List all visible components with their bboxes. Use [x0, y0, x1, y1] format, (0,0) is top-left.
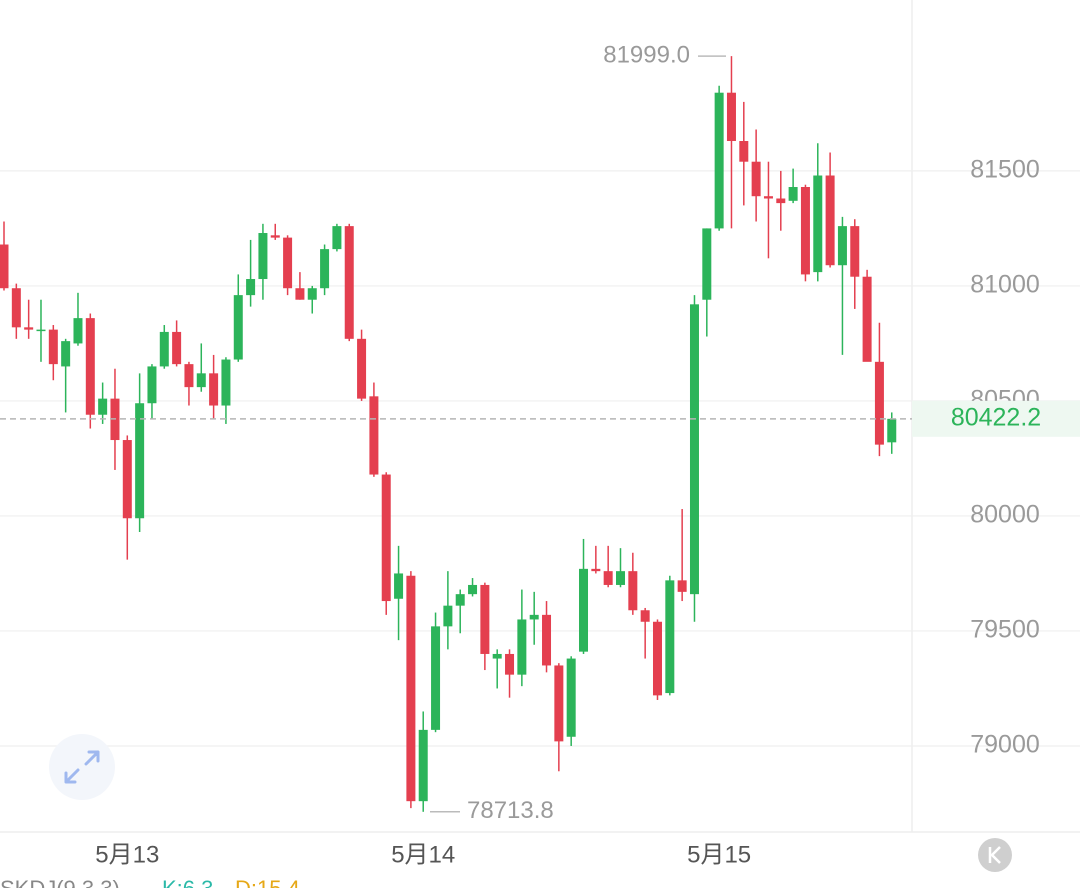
last-price-bg: [912, 400, 1080, 437]
candle-body: [270, 235, 280, 238]
candle-body: [320, 249, 330, 289]
candle-body: [837, 226, 847, 266]
candle-body: [24, 327, 34, 330]
candle-body: [135, 403, 145, 519]
candle-body: [307, 288, 317, 300]
x-tick-label: 5月15: [687, 841, 751, 868]
candle-body: [283, 237, 293, 289]
candle-body: [652, 621, 662, 696]
candle-body: [85, 318, 95, 415]
k-button-bg[interactable]: [978, 838, 1012, 872]
k-icon: [988, 846, 1001, 864]
candle-body: [394, 573, 404, 599]
candle-body: [246, 279, 256, 296]
y-tick-label: 81000: [970, 271, 1040, 299]
candle-body: [776, 198, 786, 204]
candle-body: [542, 614, 552, 666]
expand-bg[interactable]: [49, 734, 115, 800]
candle-body: [628, 571, 638, 611]
candle-body: [468, 584, 478, 595]
candle-body: [418, 729, 428, 802]
y-tick-label: 80000: [970, 501, 1040, 529]
expand-icon: [64, 750, 100, 784]
candle-body: [455, 594, 465, 606]
last-price-label: 80422.2: [951, 403, 1041, 431]
candle-body: [763, 196, 773, 199]
candle-body: [344, 226, 354, 339]
candle-body: [492, 653, 502, 659]
candle-body: [800, 187, 810, 275]
candle-body: [295, 288, 305, 300]
candle-body: [406, 575, 416, 802]
expand-button[interactable]: [49, 734, 115, 800]
candle-body: [689, 304, 699, 595]
candle-body: [332, 226, 342, 250]
candle-body: [862, 276, 872, 362]
candle-body: [209, 373, 219, 406]
candle-body: [591, 568, 601, 572]
candle-body: [665, 580, 675, 694]
candle-body: [443, 605, 453, 627]
candle-body: [431, 626, 441, 730]
candle-body: [172, 331, 182, 365]
candle-body: [221, 359, 231, 406]
candle-body: [147, 366, 157, 404]
candle-body: [813, 175, 823, 273]
candle-body: [517, 619, 527, 675]
candle-body: [677, 580, 687, 592]
candle-body: [480, 584, 490, 654]
candle-body: [616, 571, 625, 585]
candle-body: [714, 92, 724, 229]
candle-body: [788, 187, 798, 201]
candle-body: [0, 244, 9, 289]
candle-body: [369, 396, 379, 475]
candle-body: [702, 228, 712, 300]
candle-body: [258, 233, 268, 280]
candle-body: [825, 175, 835, 266]
candle-body: [381, 474, 391, 602]
y-tick-label: 79500: [970, 616, 1040, 644]
max-label: 81999.0: [603, 41, 690, 68]
candle-body: [505, 653, 515, 675]
candle-body: [61, 341, 71, 367]
candle-body: [196, 373, 206, 388]
candle-body: [36, 329, 46, 332]
candle-body: [184, 364, 194, 388]
candle-body: [850, 226, 860, 277]
candle-body: [122, 440, 132, 519]
y-tick-label: 81500: [970, 156, 1040, 184]
x-tick-label: 5月14: [391, 841, 455, 868]
indicator-k: K:6.3: [162, 876, 213, 888]
candle-body: [48, 329, 58, 365]
candle-body: [603, 571, 613, 585]
candle-body: [726, 92, 736, 142]
candle-body: [73, 318, 83, 344]
x-tick-label: 5月13: [95, 841, 159, 868]
y-tick-label: 79000: [970, 731, 1040, 759]
candle-body: [887, 418, 897, 443]
candle-body: [233, 295, 243, 360]
candle-body: [751, 161, 761, 197]
candle-body: [357, 338, 367, 399]
candle-body: [874, 361, 884, 445]
candle-body: [554, 665, 564, 742]
indicator-d: D:15.4: [235, 876, 300, 888]
candle-body: [529, 614, 539, 620]
candle-body: [11, 288, 21, 328]
candle-body: [566, 658, 576, 737]
indicator-name: SKDJ(9,3,3): [0, 876, 120, 888]
candle-body: [579, 568, 589, 652]
min-label: 78713.8: [467, 797, 554, 824]
candle-body: [640, 610, 650, 622]
candle-body: [98, 398, 108, 415]
candle-body: [739, 141, 749, 162]
candle-body: [159, 331, 169, 367]
k-button[interactable]: [978, 838, 1012, 872]
